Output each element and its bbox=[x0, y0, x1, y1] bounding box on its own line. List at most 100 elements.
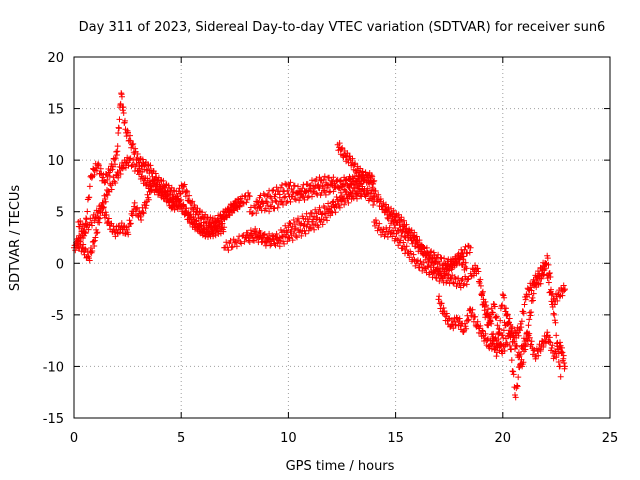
data-point bbox=[553, 354, 560, 361]
data-point bbox=[515, 374, 522, 381]
data-point bbox=[464, 250, 471, 257]
data-point bbox=[302, 188, 309, 195]
data-point bbox=[324, 217, 330, 224]
data-point bbox=[91, 243, 98, 249]
data-point bbox=[398, 214, 405, 221]
data-point bbox=[465, 275, 472, 282]
data-point bbox=[292, 225, 299, 232]
data-point bbox=[517, 327, 523, 334]
y-tick-labels: -15 -10 -5 0 5 10 15 20 bbox=[43, 51, 64, 427]
data-point bbox=[77, 238, 83, 245]
data-point bbox=[96, 215, 103, 222]
data-point bbox=[352, 191, 359, 198]
data-point bbox=[143, 182, 149, 189]
data-point bbox=[175, 195, 182, 202]
data-point bbox=[562, 286, 568, 293]
data-point bbox=[288, 186, 295, 192]
data-point bbox=[195, 211, 202, 218]
data-point bbox=[401, 233, 408, 240]
data-point bbox=[302, 230, 309, 237]
data-point bbox=[443, 310, 450, 317]
data-point bbox=[559, 349, 566, 356]
data-point bbox=[408, 250, 414, 257]
data-point bbox=[424, 263, 431, 270]
data-point bbox=[557, 373, 564, 380]
data-point bbox=[401, 217, 407, 224]
data-point bbox=[330, 174, 337, 181]
data-point bbox=[103, 191, 110, 198]
data-point bbox=[249, 232, 255, 239]
data-point bbox=[332, 209, 339, 216]
data-point bbox=[231, 207, 238, 214]
data-point bbox=[442, 272, 449, 279]
data-point bbox=[427, 264, 434, 271]
data-point bbox=[304, 194, 311, 201]
data-point bbox=[305, 187, 312, 194]
data-point bbox=[102, 196, 109, 202]
data-point bbox=[416, 244, 423, 251]
data-point bbox=[132, 163, 139, 170]
data-point bbox=[483, 302, 490, 309]
data-point bbox=[313, 176, 320, 183]
data-point bbox=[315, 181, 322, 188]
data-point bbox=[335, 184, 342, 191]
y-tick-label: -15 bbox=[43, 412, 64, 427]
data-point bbox=[420, 244, 427, 250]
data-point bbox=[521, 301, 528, 308]
data-point bbox=[102, 209, 109, 216]
data-point bbox=[89, 248, 96, 254]
data-point bbox=[160, 177, 167, 184]
data-point bbox=[535, 352, 542, 359]
data-point bbox=[526, 334, 533, 341]
data-point bbox=[80, 228, 87, 234]
data-point bbox=[337, 189, 344, 196]
data-point bbox=[438, 300, 445, 307]
data-point bbox=[476, 280, 483, 286]
data-point bbox=[515, 354, 522, 361]
data-point bbox=[546, 270, 553, 276]
data-point bbox=[400, 239, 407, 246]
data-point bbox=[314, 214, 321, 221]
data-point bbox=[177, 191, 184, 197]
data-point bbox=[94, 229, 101, 236]
data-point bbox=[194, 205, 201, 212]
data-point bbox=[522, 296, 529, 303]
data-point bbox=[457, 254, 464, 261]
data-point bbox=[221, 224, 228, 231]
data-point bbox=[281, 240, 288, 247]
data-point bbox=[118, 220, 125, 227]
data-point bbox=[333, 194, 340, 200]
data-point bbox=[523, 330, 530, 337]
data-point bbox=[520, 359, 527, 366]
data-point bbox=[423, 244, 430, 251]
data-point bbox=[254, 234, 261, 241]
data-point bbox=[114, 148, 121, 155]
data-point bbox=[219, 220, 226, 227]
data-point bbox=[86, 257, 93, 264]
data-point bbox=[138, 163, 145, 170]
data-point bbox=[143, 202, 150, 209]
data-point bbox=[505, 319, 512, 326]
data-point bbox=[301, 221, 308, 227]
data-point bbox=[244, 196, 251, 203]
data-point bbox=[327, 208, 334, 215]
data-point bbox=[328, 203, 335, 210]
data-point bbox=[329, 199, 336, 206]
data-point bbox=[468, 310, 475, 316]
data-point bbox=[488, 305, 495, 312]
data-point bbox=[490, 330, 497, 337]
data-point bbox=[90, 238, 97, 245]
data-point bbox=[287, 179, 294, 186]
data-point bbox=[494, 344, 501, 351]
data-point bbox=[210, 233, 217, 240]
data-point bbox=[389, 233, 396, 240]
data-point bbox=[493, 353, 500, 360]
data-point bbox=[286, 220, 293, 226]
data-point bbox=[544, 255, 551, 262]
data-point bbox=[262, 198, 269, 205]
data-point bbox=[345, 183, 352, 190]
data-point bbox=[376, 220, 383, 227]
data-point bbox=[453, 260, 460, 267]
data-point bbox=[382, 207, 389, 214]
